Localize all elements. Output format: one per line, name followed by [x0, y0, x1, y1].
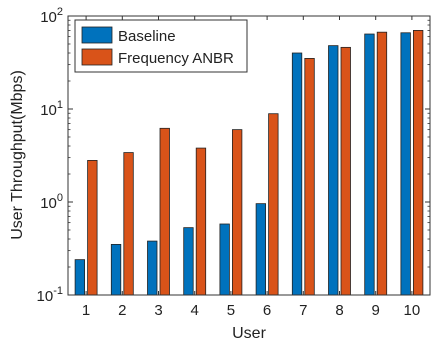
y-tick-label: 100: [40, 192, 63, 212]
bar-baseline-user-6: [255, 203, 267, 296]
x-tick-label: 6: [263, 302, 271, 319]
y-tick-label: 101: [40, 99, 63, 119]
x-tick-label: 5: [227, 302, 235, 319]
legend-label-frequency-anbr: Frequency ANBR: [118, 50, 234, 67]
bar-baseline-user-1: [74, 259, 85, 296]
x-tick-label: 10: [404, 302, 421, 319]
x-axis-title: User: [232, 325, 266, 342]
x-tick-label: 3: [154, 302, 162, 319]
x-tick-label: 9: [372, 302, 380, 319]
x-tick-label: 7: [299, 302, 307, 319]
bar-baseline-user-3: [147, 240, 158, 296]
bar-frequency-anbr-user-10: [412, 30, 424, 296]
legend-label-baseline: Baseline: [118, 28, 176, 45]
bar-baseline-user-4: [183, 227, 194, 296]
x-tick-label: 2: [118, 302, 126, 319]
bar-baseline-user-9: [364, 33, 375, 296]
x-tick-label: 8: [335, 302, 343, 319]
bar-baseline-user-2: [110, 243, 122, 296]
bar-baseline-user-8: [328, 45, 339, 296]
bar-frequency-anbr-user-9: [376, 31, 388, 296]
legend-swatch-baseline: [81, 26, 113, 44]
bar-baseline-user-5: [219, 223, 230, 296]
x-axis-ticks: 1 2 3 4 5 6 7 8 9 10: [82, 16, 420, 319]
x-tick-label: 1: [82, 302, 90, 319]
bar-frequency-anbr-user-3: [159, 127, 170, 296]
bar-frequency-anbr-user-8: [340, 46, 351, 296]
y-tick-label: 10-1: [37, 285, 63, 305]
y-tick-label: 102: [40, 6, 63, 26]
bar-baseline-user-10: [400, 32, 411, 296]
bar-frequency-anbr-user-1: [87, 160, 98, 296]
bar-frequency-anbr-user-5: [231, 129, 243, 296]
legend: Baseline Frequency ANBR: [74, 19, 248, 73]
plot-area-frame: [67, 15, 431, 296]
x-tick-label: 4: [191, 302, 199, 319]
y-axis-ticks: 10-1 100 101 102: [37, 6, 430, 305]
y-axis-title: User Throughput(Mbps): [9, 70, 26, 240]
bar-frequency-anbr-user-2: [123, 152, 134, 296]
bar-frequency-anbr-user-7: [304, 58, 315, 296]
bar-frequency-anbr-user-6: [268, 113, 279, 296]
bar-baseline-user-7: [291, 52, 303, 296]
bar-frequency-anbr-user-4: [195, 147, 207, 296]
legend-swatch-frequency-anbr: [81, 48, 113, 66]
